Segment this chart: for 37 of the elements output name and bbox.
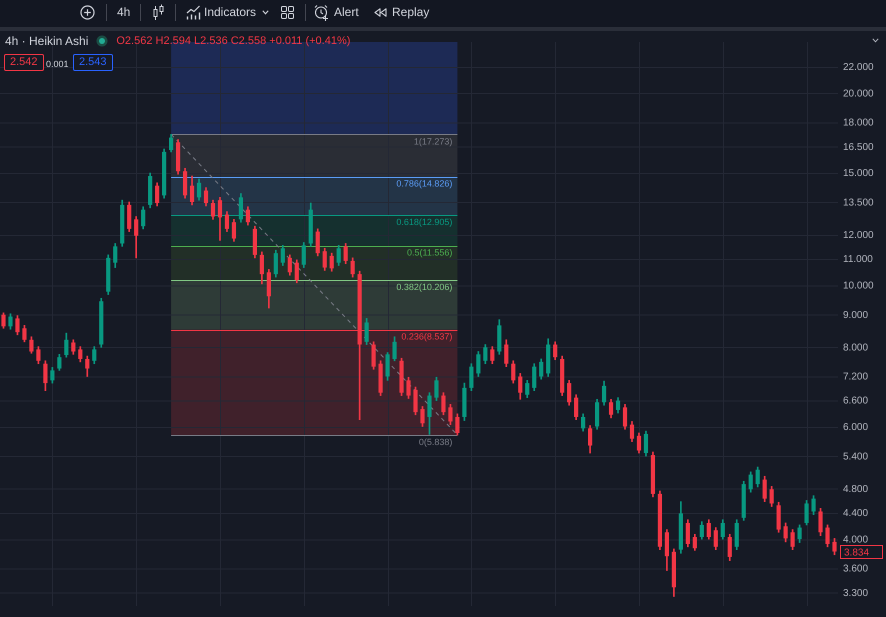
annotation: 2.542 [4,54,44,71]
y-tick-label: 22.000 [843,62,874,74]
y-tick-label: 13.500 [843,197,874,208]
y-tick-label: 16.500 [843,142,874,153]
ref-line-label: 0.618(12.905) [396,217,452,228]
y-tick-label: 10.000 [843,280,874,292]
ref-line-label: 1(17.273) [414,136,452,146]
ref-line-label: 0.5(11.556) [407,248,452,258]
y-tick-label: 3.600 [843,564,868,575]
ref-line-label: 0(5.838) [418,436,452,447]
ref-line-label: 0.382(10.206) [396,282,452,292]
y-tick-label: 3.300 [843,588,868,599]
y-tick-label: 4.800 [843,484,868,495]
y-tick-label: 15.000 [843,168,874,180]
y-tick-label: 18.000 [843,118,874,129]
text: 3.834 [844,547,870,558]
text: 4h [117,5,130,20]
ref-line-label: 0.786(14.826) [396,178,452,189]
chart-subtitle: O2.562 H2.594 L2.536 C2.558 +0.011 (+0.41%) [116,35,350,47]
y-tick-label: 6.600 [843,396,868,407]
y-tick-label: 20.000 [843,88,874,100]
text: Indicators [204,5,256,20]
y-tick-label: 7.200 [843,372,868,383]
y-tick-label: 8.000 [843,342,868,354]
y-tick-label: 5.400 [843,451,868,462]
y-tick-label: 4.400 [843,508,868,520]
y-tick-label: 9.000 [843,310,868,321]
annotation: 0.001 [46,58,69,71]
annotation: 2.543 [73,54,113,71]
y-tick-label: 11.000 [843,254,874,266]
text: Replay [392,5,430,20]
y-tick-label: 4.000 [843,534,868,546]
y-tick-label: 12.000 [843,230,874,242]
ref-line-label: 0.236(8.537) [401,332,452,342]
y-tick-label: 6.000 [843,422,868,434]
chart-title: 4h · Heikin Ashi [5,34,88,48]
text: Alert [334,5,359,20]
